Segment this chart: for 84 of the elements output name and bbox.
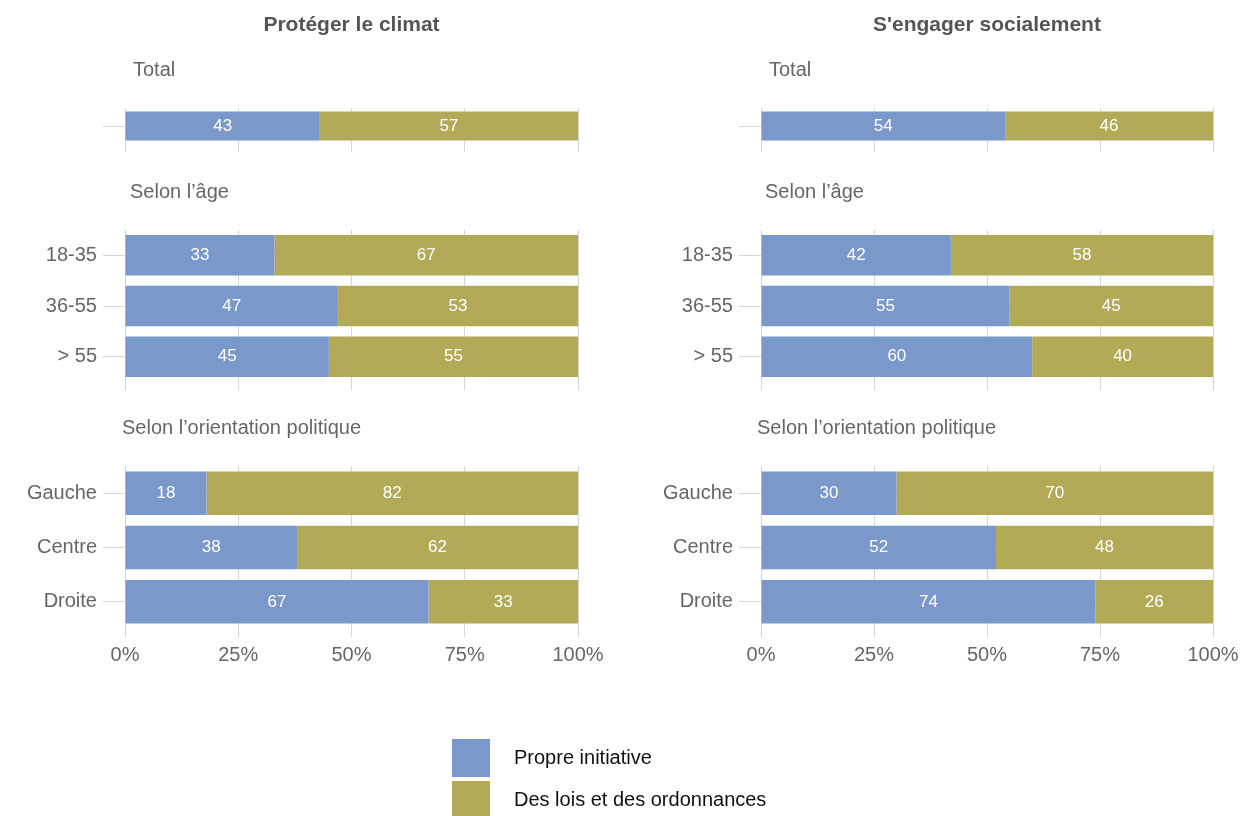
data-label: 60	[887, 346, 907, 366]
data-label: 55	[443, 346, 463, 366]
bar	[896, 471, 1213, 515]
y-tick-label: Droite	[43, 589, 97, 612]
data-label: 30	[819, 482, 839, 502]
data-label: 67	[416, 245, 436, 265]
data-label: 53	[448, 295, 468, 315]
y-tick-label: Gauche	[662, 480, 733, 503]
bar	[125, 580, 429, 624]
y-tick-label: Centre	[672, 535, 733, 558]
data-label: 82	[382, 482, 402, 502]
chart-subtitle: Total	[133, 58, 176, 81]
bar	[125, 285, 338, 327]
x-tick-label: 100%	[552, 642, 604, 665]
x-tick-label: 50%	[331, 642, 372, 665]
y-tick-label: 36-55	[681, 293, 733, 316]
bar	[206, 471, 578, 515]
bar	[761, 235, 951, 276]
data-label: 38	[201, 537, 221, 557]
data-label: 40	[1113, 346, 1133, 366]
x-tick-label: 75%	[1079, 642, 1121, 665]
data-label: 55	[876, 295, 896, 315]
data-label: 57	[439, 115, 459, 135]
y-tick-label: Gauche	[26, 480, 97, 503]
data-label: 46	[1099, 115, 1119, 135]
y-tick-label: > 55	[57, 344, 97, 367]
legend-label: Des lois et des ordonnances	[514, 788, 767, 811]
bar	[1009, 285, 1213, 327]
chart-subtitle: Selon l’âge	[130, 180, 229, 203]
x-tick-label: 50%	[966, 642, 1008, 665]
x-tick-label: 0%	[110, 642, 140, 665]
chart-subtitle: Selon l’orientation politique	[122, 416, 362, 439]
data-label: 43	[213, 115, 233, 135]
y-tick-label: > 55	[693, 344, 733, 367]
data-label: 70	[1045, 482, 1065, 502]
bar	[1032, 336, 1213, 377]
data-label: 45	[217, 346, 237, 366]
chart-subtitle: Selon l’orientation politique	[757, 416, 997, 439]
bar	[328, 336, 578, 377]
bar	[337, 285, 578, 327]
y-tick-label: 18-35	[681, 242, 733, 265]
data-label: 58	[1072, 245, 1092, 265]
bar	[1095, 580, 1213, 624]
data-label: 47	[222, 295, 242, 315]
bar	[761, 336, 1033, 377]
data-label: 52	[869, 537, 889, 557]
chart-title: S'engager socialement	[872, 12, 1102, 36]
y-tick-label: Droite	[679, 589, 733, 612]
x-tick-label: 25%	[853, 642, 895, 665]
bar	[428, 580, 578, 624]
bar	[761, 525, 997, 570]
data-label: 62	[428, 537, 448, 557]
bar	[125, 336, 329, 377]
data-label: 67	[267, 591, 287, 611]
bar	[761, 285, 1010, 327]
data-label: 33	[493, 591, 513, 611]
bar	[761, 471, 897, 515]
data-label: 45	[1101, 295, 1121, 315]
x-tick-label: 25%	[218, 642, 259, 665]
data-label: 18	[156, 482, 176, 502]
bar	[297, 525, 578, 570]
y-tick-label: 36-55	[45, 293, 97, 316]
bar	[996, 525, 1213, 570]
data-label: 26	[1144, 591, 1164, 611]
chart-subtitle: Selon l’âge	[765, 180, 864, 203]
bar	[274, 235, 578, 276]
bar	[125, 525, 298, 570]
data-label: 74	[919, 591, 938, 611]
chart-subtitle: Total	[769, 58, 812, 81]
data-label: 33	[190, 245, 210, 265]
data-label: 42	[846, 245, 866, 265]
data-label: 54	[873, 115, 893, 135]
x-tick-label: 100%	[1187, 642, 1239, 665]
legend-label: Propre initiative	[514, 746, 652, 769]
x-tick-label: 75%	[444, 642, 485, 665]
data-label: 48	[1095, 537, 1114, 557]
bar	[950, 235, 1213, 276]
y-tick-label: Centre	[36, 535, 97, 558]
bar	[125, 471, 207, 515]
chart-title: Protéger le climat	[262, 12, 441, 36]
y-tick-label: 18-35	[45, 242, 97, 265]
bar	[761, 580, 1096, 624]
x-tick-label: 0%	[746, 642, 776, 665]
bar	[125, 235, 275, 276]
